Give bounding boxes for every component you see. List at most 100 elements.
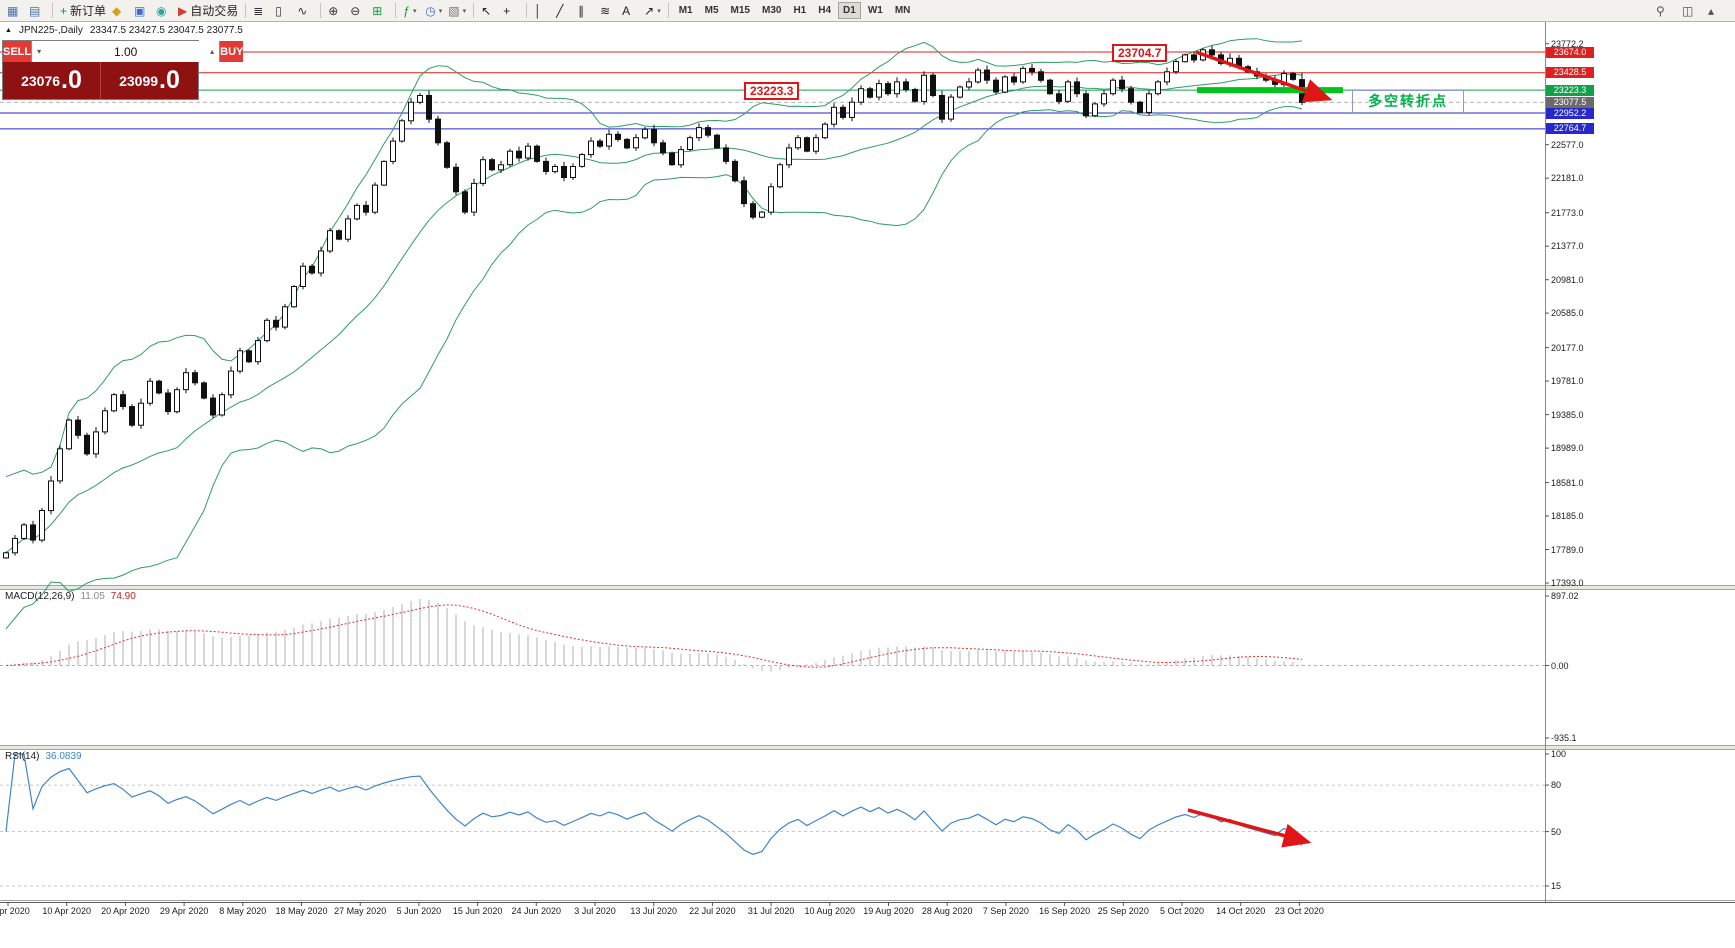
rsi-value: 36.0839: [45, 751, 82, 762]
date-label: 28 Aug 2020: [921, 906, 973, 916]
macd-main-value: 11.05: [80, 591, 105, 602]
rsi-axis-label: 50: [1551, 826, 1562, 837]
timeframe-h4[interactable]: H4: [818, 5, 832, 16]
macd-indicator-label: MACD(12,26,9) 11.05 74.90: [5, 591, 136, 602]
timeframe-d1[interactable]: D1: [838, 2, 861, 19]
bar-chart-button[interactable]: ≣: [250, 2, 272, 20]
channel-button[interactable]: ∥: [575, 2, 597, 20]
fibonacci-icon: ≋: [600, 3, 611, 18]
profiles-icon: ▤: [29, 3, 41, 18]
date-label: 31 Jul 2020: [747, 906, 795, 916]
line-chart-button[interactable]: ∿: [294, 2, 316, 20]
toolbar-separator: [320, 3, 322, 18]
rsi-axis-label: 100: [1551, 749, 1567, 759]
toolbar-separator: [52, 3, 53, 18]
date-label: 20 Apr 2020: [101, 906, 150, 916]
zoom-in-button[interactable]: ⊕: [325, 2, 347, 20]
data-window-icon: ▣: [134, 3, 146, 18]
zoom-out-button[interactable]: ⊖: [347, 2, 369, 20]
timeframe-m15[interactable]: M15: [730, 5, 750, 16]
timeframe-w1[interactable]: W1: [867, 5, 883, 16]
mid-price-annotation[interactable]: 23223.3: [744, 82, 800, 100]
macd-axis-label: 897.02: [1551, 591, 1579, 601]
price-tick: 18185.0: [1551, 511, 1584, 522]
new-chart-button[interactable]: ▦: [4, 2, 26, 20]
text-button[interactable]: A: [619, 2, 641, 20]
zoom-in-icon: ⊕: [328, 3, 339, 18]
crosshair-icon: +: [503, 3, 511, 18]
zoom-out-icon: ⊖: [350, 3, 361, 18]
market-watch-icon: ◆: [112, 3, 122, 18]
date-label: 5 Oct 2020: [1159, 906, 1205, 916]
profiles-button[interactable]: ▤: [26, 2, 48, 20]
price-tick: 20177.0: [1551, 342, 1584, 353]
date-label: 25 Sep 2020: [1097, 906, 1149, 916]
trendline-icon: ╱: [556, 3, 564, 18]
indicators-icon: ƒ: [403, 3, 410, 18]
sell-price[interactable]: 23076 .0: [3, 62, 100, 99]
cursor-button[interactable]: ↖: [478, 2, 500, 20]
tile-windows-button[interactable]: ⊞: [369, 2, 391, 20]
dropdown-caret-icon: ▾: [438, 7, 443, 15]
arrows-button[interactable]: ↗ ▾: [641, 2, 664, 20]
price-tick: 17393.0: [1551, 577, 1584, 588]
timeframe-m5[interactable]: M5: [704, 5, 719, 16]
timeframe-h1[interactable]: H1: [793, 5, 807, 16]
price-badge: 23223.3: [1546, 84, 1594, 96]
timeframe-m30[interactable]: M30: [761, 5, 782, 16]
panel-toggle-button[interactable]: ◫: [1679, 2, 1701, 20]
date-label: 23 Oct 2020: [1274, 906, 1324, 916]
sell-price-small: 23076: [21, 72, 61, 89]
price-tick: 22181.0: [1551, 173, 1584, 184]
auto-trading-button-label: 自动交易: [190, 4, 239, 18]
sell-button[interactable]: SELL: [3, 41, 32, 62]
volume-input[interactable]: [46, 41, 206, 62]
buy-price[interactable]: 23099 .0: [101, 62, 198, 99]
crosshair-button[interactable]: +: [500, 2, 522, 20]
market-watch-button[interactable]: ◆: [109, 2, 131, 20]
price-tick: 21377.0: [1551, 241, 1584, 252]
date-label: 14 Oct 2020: [1216, 906, 1266, 916]
one-click-trading-panel: SELL ▾ ▴ BUY 23076 .0 23099 .0: [2, 40, 244, 100]
collapse-button[interactable]: ▴: [1705, 2, 1727, 20]
indicators-button[interactable]: ƒ ▾: [400, 2, 422, 20]
volume-decrease-icon[interactable]: ▾: [37, 47, 42, 56]
timeframe-m1[interactable]: M1: [678, 5, 693, 16]
signals-button[interactable]: ◉: [153, 2, 175, 20]
vertical-line-button[interactable]: │: [531, 2, 553, 20]
chart-title: JPN225-,Daily: [18, 25, 83, 36]
price-badge: 22764.7: [1546, 123, 1594, 135]
new-order-button[interactable]: + 新订单: [57, 2, 109, 20]
toolbar-separator: [245, 3, 247, 18]
search-button[interactable]: ⚲: [1653, 2, 1675, 20]
macd-axis-label: 0.00: [1551, 660, 1569, 671]
time-axis[interactable]: 1 Apr 2020 10 Apr 2020 20 Apr 2020 29 Apr 2…: [0, 902, 1545, 924]
templates-button[interactable]: ▧ ▾: [445, 2, 469, 20]
timeframe-mn[interactable]: MN: [894, 5, 911, 16]
price-tick: 19385.0: [1551, 409, 1584, 420]
candlestick-chart-button[interactable]: ▯: [272, 2, 294, 20]
date-label: 18 May 2020: [275, 906, 328, 916]
clock-icon: ◷: [425, 3, 436, 18]
turning-point-label[interactable]: 多空转折点: [1352, 90, 1464, 113]
price-tick: 20981.0: [1551, 274, 1584, 285]
toolbar-separator: [473, 3, 475, 18]
price-axis[interactable]: 23772.2 22577.0 22181.0 21773.0 21377.0 20981…: [1545, 22, 1735, 922]
date-label: 27 May 2020: [334, 906, 387, 916]
plus-icon: +: [60, 3, 68, 18]
data-window-button[interactable]: ▣: [131, 2, 153, 20]
fibonacci-button[interactable]: ≋: [597, 2, 619, 20]
auto-trading-button[interactable]: ▶ 自动交易: [175, 2, 241, 20]
sell-price-big: .0: [61, 66, 82, 94]
periods-button[interactable]: ◷ ▾: [422, 2, 445, 20]
dropdown-caret-icon: ▾: [657, 7, 661, 15]
search-icon: ⚲: [1656, 3, 1665, 18]
cursor-icon: ↖: [481, 3, 492, 18]
new-chart-icon: ▦: [7, 3, 19, 18]
buy-button[interactable]: BUY: [220, 41, 244, 62]
trendline-button[interactable]: ╱: [553, 2, 575, 20]
new-order-button-label: 新订单: [70, 4, 107, 18]
volume-increase-icon[interactable]: ▴: [210, 47, 215, 56]
resistance-price-annotation[interactable]: 23704.7: [1112, 44, 1168, 62]
